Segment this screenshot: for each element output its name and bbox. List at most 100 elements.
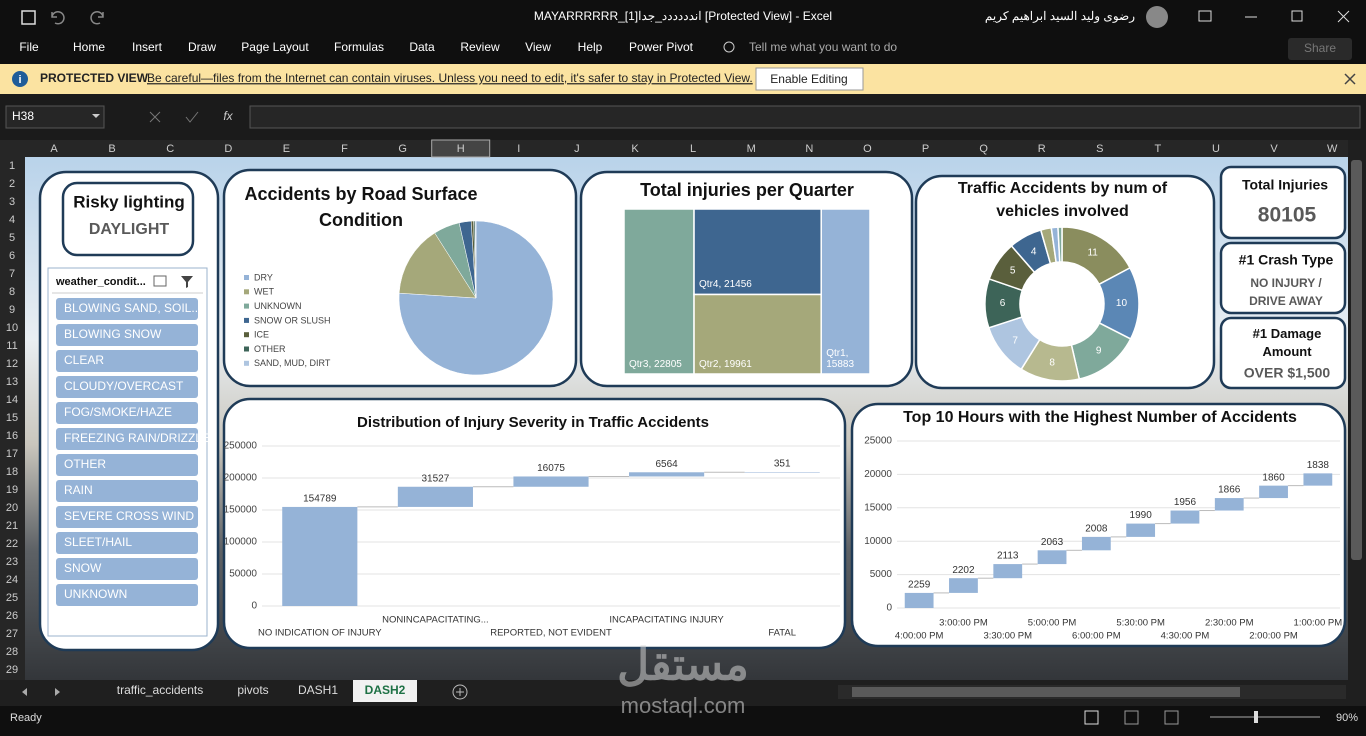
- ribbon-tab[interactable]: File: [19, 40, 39, 54]
- tile-label: Qtr1, 15883: [826, 348, 855, 370]
- y-tick-label: 200000: [224, 473, 258, 484]
- kpi-title: #1 Crash Type: [1239, 252, 1334, 268]
- slicer-item[interactable]: [56, 532, 198, 554]
- name-box[interactable]: [5, 105, 105, 129]
- column-header: R: [1038, 143, 1046, 155]
- ribbon-tab[interactable]: Formulas: [334, 40, 384, 54]
- ribbon-tab[interactable]: Insert: [132, 40, 163, 54]
- sheet-tab[interactable]: DASH1: [298, 683, 338, 697]
- enable-editing-button[interactable]: [755, 67, 864, 91]
- zoom-thumb[interactable]: [1254, 711, 1258, 723]
- page-break-view[interactable]: [1164, 710, 1179, 725]
- y-tick-label: 10000: [864, 536, 892, 547]
- legend-label: SNOW OR SLUSH: [254, 315, 331, 325]
- ribbon-tab[interactable]: Review: [460, 40, 500, 54]
- slicer-item-label[interactable]: FOG/SMOKE/HAZE: [64, 405, 172, 419]
- info-icon: [12, 71, 28, 87]
- protected-close[interactable]: [1344, 73, 1356, 85]
- slicer-item[interactable]: [56, 584, 198, 606]
- sheet-tab[interactable]: pivots: [237, 683, 268, 697]
- bar: [1037, 550, 1067, 565]
- slice-label: 8: [1049, 357, 1055, 368]
- slicer-item[interactable]: [56, 480, 198, 502]
- slicer-item[interactable]: [56, 298, 198, 320]
- add-sheet[interactable]: [452, 684, 468, 700]
- bar: [282, 506, 358, 606]
- row-header: 6: [9, 250, 15, 262]
- slicer-item-label[interactable]: OTHER: [64, 457, 106, 471]
- ribbon-tab[interactable]: Home: [73, 40, 105, 54]
- slicer-item-label[interactable]: FREEZING RAIN/DRIZZLE: [64, 431, 210, 445]
- ribbon-tab[interactable]: Data: [409, 40, 435, 54]
- slicer-item[interactable]: [56, 324, 198, 346]
- x-tick-label: 2:30:00 PM: [1205, 618, 1254, 629]
- treemap-tile: [693, 208, 822, 296]
- ribbon-tab[interactable]: View: [525, 40, 551, 54]
- row-header: 12: [6, 358, 18, 370]
- column-header: N: [805, 143, 813, 155]
- save-icon[interactable]: [21, 10, 36, 25]
- slicer-item-label[interactable]: SLEET/HAIL: [64, 535, 132, 549]
- slicer-item[interactable]: [56, 506, 198, 528]
- row-header: 26: [6, 610, 18, 622]
- kpi-value: OVER $1,500: [1244, 365, 1331, 381]
- row-header: 23: [6, 556, 18, 568]
- h-scroll-thumb[interactable]: [852, 687, 1240, 697]
- slicer-item[interactable]: [56, 428, 198, 450]
- sheet-tab[interactable]: traffic_accidents: [117, 683, 204, 697]
- ribbon-tab[interactable]: Power Pivot: [629, 40, 694, 54]
- formula-input[interactable]: [249, 105, 1361, 129]
- ribbon-tab[interactable]: Draw: [188, 40, 216, 54]
- bar: [1170, 510, 1200, 524]
- enable-editing-label[interactable]: Enable Editing: [770, 72, 847, 86]
- slicer-item-label[interactable]: SNOW: [64, 561, 102, 575]
- restore-icon[interactable]: [1291, 10, 1303, 22]
- user-avatar[interactable]: [1146, 6, 1168, 28]
- row-header: 11: [6, 340, 17, 352]
- sheet-tab[interactable]: DASH2: [365, 683, 406, 697]
- ribbon-tab[interactable]: Help: [578, 40, 603, 54]
- slice-label: 6: [1000, 298, 1006, 309]
- legend-swatch: [244, 317, 249, 323]
- close-icon[interactable]: [1337, 10, 1350, 23]
- slicer-item-label[interactable]: UNKNOWN: [64, 587, 127, 601]
- legend-swatch: [244, 346, 249, 352]
- slicer-item[interactable]: [56, 402, 198, 424]
- ribbon-tab[interactable]: Page Layout: [241, 40, 309, 54]
- slicer-item-label[interactable]: BLOWING SAND, SOIL...: [64, 301, 201, 315]
- ribbon-display-icon[interactable]: [1198, 10, 1212, 22]
- redo-icon[interactable]: [90, 11, 104, 25]
- slice-label: 4: [1031, 246, 1037, 257]
- slicer-item[interactable]: [56, 558, 198, 580]
- slicer-item-label[interactable]: CLOUDY/OVERCAST: [64, 379, 184, 393]
- slicer-item[interactable]: [56, 350, 198, 372]
- data-label: 351: [774, 459, 791, 470]
- row-header: 13: [6, 376, 18, 388]
- undo-icon[interactable]: [51, 11, 65, 25]
- row-header: 17: [6, 448, 18, 460]
- slicer-item[interactable]: [56, 454, 198, 476]
- share-button[interactable]: [1288, 38, 1352, 60]
- card: [1219, 316, 1347, 390]
- legend-label: SAND, MUD, DIRT: [254, 358, 331, 368]
- page-layout-view[interactable]: [1124, 710, 1139, 725]
- data-label: 2063: [1041, 537, 1064, 548]
- fx-label: fx: [223, 109, 233, 123]
- card: [222, 397, 847, 650]
- clear-filter-icon[interactable]: [181, 276, 193, 288]
- normal-view[interactable]: [1084, 710, 1099, 725]
- chart-title: Total injuries per Quarter: [640, 180, 854, 200]
- add-sheet-plus: [456, 688, 464, 696]
- column-header: K: [631, 143, 639, 155]
- x-tick-label: INCAPACITATING INJURY: [609, 615, 724, 626]
- slicer-item[interactable]: [56, 376, 198, 398]
- slicer-item-label[interactable]: RAIN: [64, 483, 93, 497]
- scroll-thumb[interactable]: [1351, 160, 1362, 560]
- multi-select-icon[interactable]: [153, 275, 167, 287]
- protected-bar: [0, 64, 1366, 94]
- slicer-item-label[interactable]: SEVERE CROSS WIND ...: [64, 509, 207, 523]
- slicer-item-label[interactable]: BLOWING SNOW: [64, 327, 162, 341]
- slicer-item-label[interactable]: CLEAR: [64, 353, 104, 367]
- column-header: S: [1096, 143, 1103, 155]
